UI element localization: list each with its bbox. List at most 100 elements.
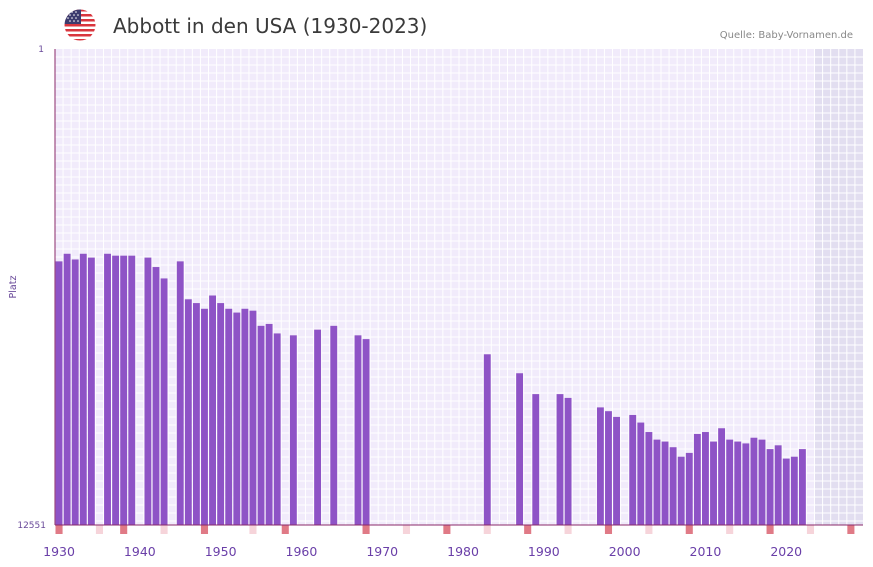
bar <box>661 441 669 525</box>
bar <box>249 310 257 525</box>
bar <box>209 295 216 525</box>
bar <box>798 449 806 525</box>
bar <box>758 439 766 525</box>
bar <box>726 439 734 525</box>
bar <box>330 325 338 525</box>
year-marker <box>483 525 491 534</box>
bar <box>702 432 709 525</box>
x-tick-label: 1960 <box>286 544 318 559</box>
x-tick-labels: 1930 1940 1950 1960 1970 1980 1990 2000 2010 2020 <box>43 544 802 559</box>
bar <box>144 257 152 525</box>
bar <box>120 255 128 525</box>
x-tick-label: 1940 <box>124 544 156 559</box>
bar <box>734 441 742 525</box>
year-markers <box>55 525 855 534</box>
decade-marker <box>281 525 289 534</box>
bar <box>556 394 564 525</box>
bar <box>483 354 491 525</box>
chart-title: Abbott in den USA (1930-2023) <box>113 14 428 38</box>
decade-marker <box>685 525 693 534</box>
bar <box>104 253 111 525</box>
y-tick-label: 1 <box>38 45 44 55</box>
bar <box>192 303 200 525</box>
x-tick-label: 1930 <box>43 544 75 559</box>
bar <box>176 261 184 525</box>
decade-marker <box>766 525 774 534</box>
bar <box>718 428 726 525</box>
decade-marker <box>524 525 532 534</box>
decade-marker <box>847 525 855 534</box>
bar <box>112 255 120 525</box>
decade-marker <box>200 525 209 534</box>
bar <box>613 416 620 525</box>
bar <box>289 335 297 525</box>
y-tick-label: 12551 <box>17 521 46 531</box>
year-marker <box>726 525 734 534</box>
bar <box>516 373 524 525</box>
decade-marker <box>362 525 370 534</box>
bar <box>273 333 281 525</box>
x-tick-label: 2020 <box>770 544 802 559</box>
bar <box>362 339 370 525</box>
bar <box>225 308 233 525</box>
bar <box>774 445 782 525</box>
bar <box>669 447 677 525</box>
bar <box>314 329 322 525</box>
x-tick-label: 1980 <box>447 544 479 559</box>
bar <box>677 456 685 525</box>
bar <box>693 433 701 525</box>
x-tick-label: 2000 <box>609 544 641 559</box>
bar <box>241 308 249 525</box>
bar <box>217 303 225 525</box>
bar <box>532 394 540 525</box>
bar <box>160 278 168 525</box>
bar <box>71 259 79 525</box>
bars <box>55 253 806 525</box>
decade-marker <box>120 525 128 534</box>
year-marker <box>249 525 257 534</box>
bar <box>766 449 774 525</box>
bar <box>742 443 750 525</box>
bar <box>653 439 661 525</box>
x-tick-label: 2010 <box>690 544 722 559</box>
bar <box>564 397 572 525</box>
y-tick-labels: 1 12551 <box>17 45 46 531</box>
bar <box>637 422 645 525</box>
bar <box>782 458 790 525</box>
year-marker <box>806 525 815 534</box>
bar <box>128 255 136 525</box>
x-tick-label: 1950 <box>205 544 237 559</box>
x-tick-label: 1970 <box>366 544 398 559</box>
bar <box>790 456 798 525</box>
bar <box>710 441 717 525</box>
bar <box>685 452 693 525</box>
bar <box>87 257 95 525</box>
bar <box>201 308 208 525</box>
decade-marker <box>604 525 613 534</box>
bar <box>63 253 71 525</box>
year-marker <box>645 525 653 534</box>
bar <box>645 432 653 525</box>
bar <box>750 437 758 525</box>
bar <box>265 323 273 525</box>
bar <box>55 261 63 525</box>
decade-marker <box>55 525 63 534</box>
grid-lines <box>55 49 863 525</box>
bar <box>152 267 160 525</box>
bar <box>184 299 192 525</box>
bar <box>79 253 87 525</box>
x-tick-label: 1990 <box>528 544 560 559</box>
source-credit: Quelle: Baby-Vornamen.de <box>719 30 853 41</box>
bar <box>629 414 637 525</box>
decade-marker <box>443 525 451 534</box>
year-marker <box>95 525 103 534</box>
y-axis-label: Platz <box>8 276 19 299</box>
bar <box>257 325 265 525</box>
year-marker <box>564 525 572 534</box>
year-marker <box>160 525 168 534</box>
bar <box>354 335 362 525</box>
bar <box>605 411 612 525</box>
bar <box>233 312 241 525</box>
year-marker <box>402 525 411 534</box>
